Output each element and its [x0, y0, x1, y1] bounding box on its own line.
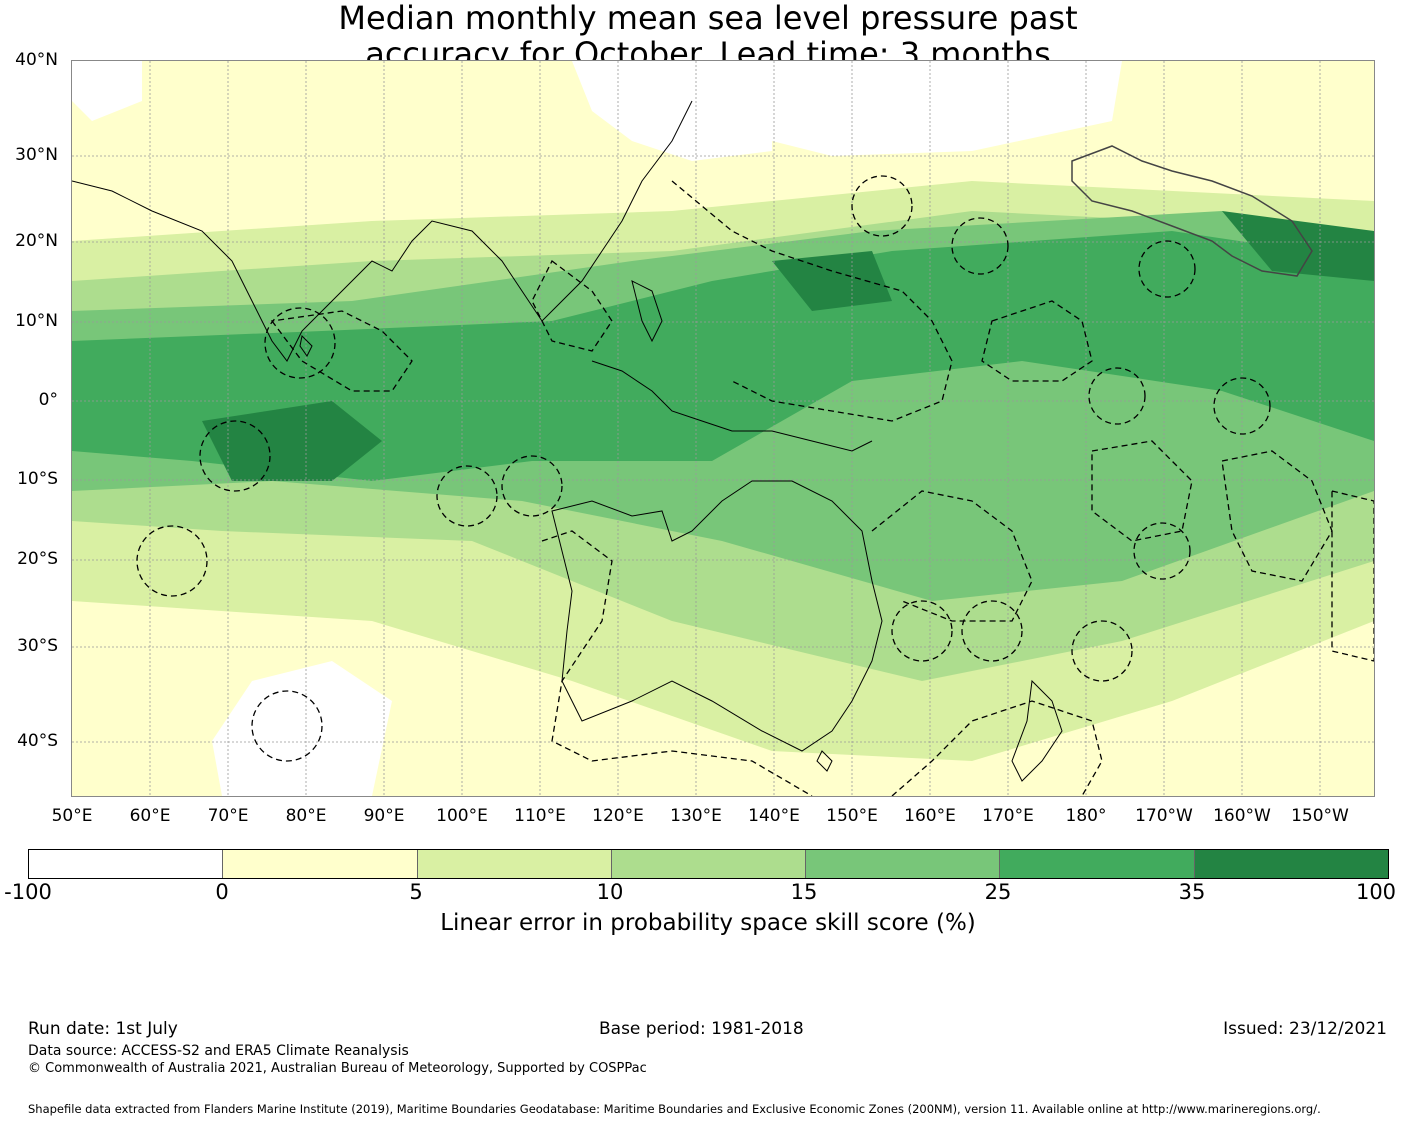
lon-label-60e: 60°E	[129, 806, 171, 826]
hawaii-eez-outline	[1071, 145, 1313, 277]
lat-label-20n: 20°N	[15, 231, 58, 251]
darkest-patch-philippine-sea	[772, 251, 892, 311]
sri-lanka-coast	[299, 334, 313, 357]
colorbar-segment	[610, 850, 806, 878]
white-region-south-indian	[212, 661, 392, 796]
eez-chagos	[199, 420, 271, 492]
lat-label-40n: 40°N	[15, 50, 58, 70]
eez-christmas	[436, 465, 498, 527]
colorbar-segment	[1193, 850, 1388, 878]
colorbar-label: Linear error in probability space skill …	[440, 910, 976, 936]
australia-coast	[551, 480, 883, 752]
lon-label-160w: 160°W	[1213, 806, 1271, 826]
eez-norfolk	[961, 600, 1023, 662]
colorbar-tick: 25	[984, 880, 1012, 904]
eez-boundaries	[136, 175, 1374, 796]
copyright: © Commonwealth of Australia 2021, Austra…	[28, 1061, 647, 1076]
lon-label-80e: 80°E	[285, 806, 327, 826]
data-source: Data source: ACCESS-S2 and ERA5 Climate …	[28, 1043, 409, 1059]
map-title: Median monthly mean sea level pressure p…	[0, 0, 1416, 72]
eez-india-south	[270, 310, 413, 392]
eez-mauritius	[136, 525, 208, 597]
lat-label-20s: 20°S	[17, 549, 58, 569]
eez-australia-west	[541, 530, 813, 796]
eez-kermadec	[1071, 620, 1133, 682]
dark-green-band	[72, 231, 1374, 481]
lon-label-70e: 70°E	[207, 806, 249, 826]
lon-label-110e: 110°E	[514, 806, 566, 826]
lon-label-170e: 170°E	[982, 806, 1034, 826]
eez-coral-sea	[871, 490, 1033, 622]
eez-french-polynesia	[1221, 450, 1333, 582]
eez-sri-lanka	[264, 307, 336, 379]
eez-samoa-tonga	[1091, 440, 1193, 542]
eez-south-china-sea	[531, 260, 613, 352]
colorbar-tick: 15	[790, 880, 818, 904]
colorbar-tick: 35	[1178, 880, 1206, 904]
eez-amsterdam	[251, 690, 323, 762]
lon-label-150w: 150°W	[1291, 806, 1349, 826]
eez-lord-howe	[891, 600, 953, 662]
colorbar-tick: 5	[409, 880, 423, 904]
colorbar-segment	[222, 850, 417, 878]
lon-label-170w: 170°W	[1135, 806, 1193, 826]
colorbar-tick: 100	[1355, 880, 1397, 904]
eez-new-zealand	[891, 700, 1103, 796]
tasmania-coast	[816, 750, 833, 772]
lon-label-180: 180°	[1065, 806, 1107, 826]
lon-label-100e: 100°E	[436, 806, 488, 826]
lat-label-30n: 30°N	[15, 145, 58, 165]
colorbar-tick: 10	[596, 880, 624, 904]
shapefile-credit: Shapefile data extracted from Flanders M…	[28, 1102, 1321, 1116]
asia-coast	[72, 100, 693, 362]
colorbar-tick: -100	[4, 880, 52, 904]
white-region-japan	[572, 61, 772, 161]
lon-label-140e: 140°E	[748, 806, 800, 826]
lat-label-0: 0°	[38, 390, 58, 410]
run-date: Run date: 1st July	[28, 1019, 178, 1039]
lat-label-10s: 10°S	[17, 469, 58, 489]
lon-label-120e: 120°E	[592, 806, 644, 826]
colorbar	[28, 849, 1389, 879]
eez-cocos	[501, 455, 563, 517]
colorbar-segment	[805, 850, 1000, 878]
colorbar-segment	[29, 850, 223, 878]
darkest-patch-indian	[202, 401, 382, 481]
eez-marcus	[851, 175, 913, 237]
philippines-coast	[631, 280, 663, 343]
lon-label-90e: 90°E	[363, 806, 405, 826]
colorbar-tick: 0	[215, 880, 229, 904]
base-period: Base period: 1981-2018	[599, 1019, 804, 1039]
coastlines	[72, 100, 1063, 782]
eez-micronesia	[671, 180, 953, 422]
eez-howland	[1088, 367, 1146, 425]
eez-jarvis	[1213, 377, 1271, 435]
skill-score-map	[72, 61, 1374, 796]
map-title-line1: Median monthly mean sea level pressure p…	[338, 0, 1078, 37]
map-panel	[71, 60, 1375, 797]
colorbar-segment	[416, 850, 611, 878]
white-region-north-pacific	[772, 61, 1122, 156]
graticule	[72, 61, 1374, 796]
eez-wake	[951, 217, 1009, 275]
issued-date: Issued: 23/12/2021	[1223, 1019, 1387, 1039]
new-zealand-coast	[1011, 679, 1063, 782]
darkest-patch-hawaii	[1222, 211, 1374, 281]
lat-label-10n: 10°N	[15, 311, 58, 331]
lon-label-50e: 50°E	[51, 806, 93, 826]
colorbar-segment	[999, 850, 1194, 878]
lon-label-160e: 160°E	[904, 806, 956, 826]
lat-label-40s: 40°S	[17, 731, 58, 751]
eez-niue	[1133, 522, 1191, 580]
lat-label-30s: 30°S	[17, 636, 58, 656]
white-region-nw	[72, 61, 142, 121]
eez-johnston	[1138, 240, 1196, 298]
lon-label-130e: 130°E	[670, 806, 722, 826]
lon-label-150e: 150°E	[826, 806, 878, 826]
indonesia-coast	[591, 360, 873, 452]
